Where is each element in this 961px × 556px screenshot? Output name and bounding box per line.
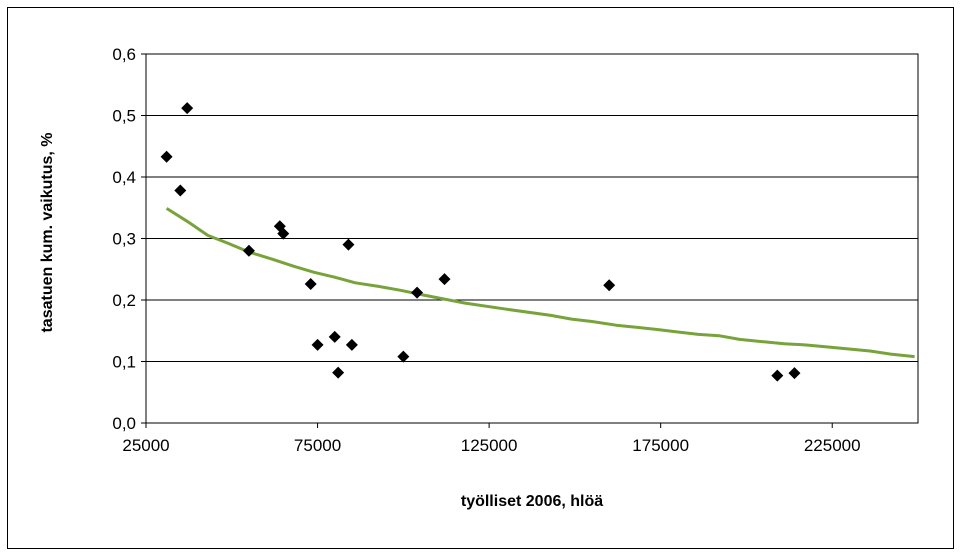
data-point bbox=[788, 367, 801, 380]
data-point bbox=[771, 369, 784, 382]
trend-layer bbox=[165, 207, 915, 359]
y-axis-title: tasatuen kum. vaikutus, % bbox=[39, 132, 56, 332]
y-tick-label: 0,2 bbox=[112, 291, 136, 310]
data-point bbox=[332, 366, 345, 379]
data-point bbox=[342, 238, 355, 251]
x-tick-label: 25000 bbox=[122, 436, 169, 455]
y-tick-label: 0,5 bbox=[112, 107, 136, 126]
data-point bbox=[397, 350, 410, 363]
trend-line bbox=[165, 207, 915, 359]
data-point bbox=[311, 338, 324, 351]
y-tick-label: 0,0 bbox=[112, 414, 136, 433]
y-tick-label: 0,3 bbox=[112, 230, 136, 249]
data-point bbox=[328, 330, 341, 343]
x-tick-labels: 25000 75000 125000 175000 225000 bbox=[122, 423, 861, 455]
data-point bbox=[345, 338, 358, 351]
data-point bbox=[160, 150, 173, 163]
data-point bbox=[174, 184, 187, 197]
data-point bbox=[438, 273, 451, 286]
data-point bbox=[242, 244, 255, 257]
y-tick-labels: 0,0 0,1 0,2 0,3 0,4 0,5 0,6 bbox=[112, 45, 146, 433]
gridlines bbox=[146, 53, 918, 424]
y-tick-label: 0,6 bbox=[112, 45, 136, 64]
x-tick-label: 125000 bbox=[461, 436, 518, 455]
data-point bbox=[304, 278, 317, 291]
data-points bbox=[160, 102, 801, 382]
x-tick-label: 75000 bbox=[294, 436, 341, 455]
x-tick-label: 225000 bbox=[804, 436, 861, 455]
x-tick-label: 175000 bbox=[632, 436, 689, 455]
chart-frame bbox=[7, 7, 954, 549]
y-tick-label: 0,1 bbox=[112, 353, 136, 372]
data-point bbox=[603, 279, 616, 292]
data-point bbox=[181, 102, 194, 115]
x-axis-title: työlliset 2006, hlöä bbox=[461, 493, 603, 510]
data-point bbox=[277, 227, 290, 240]
data-point bbox=[411, 286, 424, 299]
y-tick-label: 0,4 bbox=[112, 168, 136, 187]
